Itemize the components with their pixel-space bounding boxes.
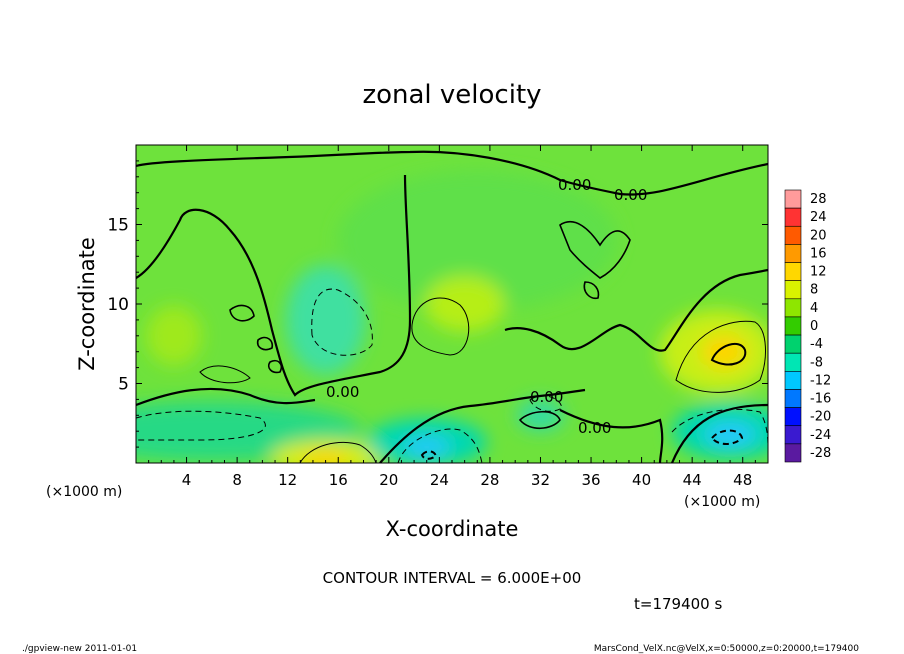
colorbar-swatch xyxy=(784,425,802,445)
x-tick-label: 8 xyxy=(232,471,242,489)
contour-interval-label: CONTOUR INTERVAL = 6.000E+00 xyxy=(323,569,582,587)
x-tick-label: 32 xyxy=(531,471,550,489)
x-unit-left: (×1000 m) xyxy=(46,484,122,500)
x-unit-right: (×1000 m) xyxy=(684,494,760,510)
positive-contour xyxy=(199,365,251,384)
negative-contour xyxy=(529,395,563,412)
y-tick-label: 5 xyxy=(118,375,129,395)
colorbar-swatch xyxy=(784,244,802,263)
y-axis-label: Z-coordinate xyxy=(75,237,99,371)
colorbar: 28 24 20 16 12 8 4 0 -4 -8 -12 -16 -20 -24 -28 xyxy=(784,189,831,463)
contour-value-label: 0.00 xyxy=(578,419,611,437)
zero-contour xyxy=(136,150,768,196)
zero-contour xyxy=(256,336,274,351)
colorbar-swatch xyxy=(784,352,802,372)
colorbar-label: 20 xyxy=(810,228,827,243)
field-min xyxy=(704,422,757,447)
x-axis: 4 8 12 16 20 24 28 32 36 40 44 48 xyxy=(148,145,756,489)
contour-value-label: 0.00 xyxy=(530,388,563,406)
colorbar-swatch xyxy=(784,443,802,463)
plot-area xyxy=(135,144,769,464)
x-tick-label: 36 xyxy=(581,471,600,489)
field-high xyxy=(145,305,202,366)
colorbar-label: -16 xyxy=(810,392,831,407)
x-tick-label: 16 xyxy=(329,471,348,489)
y-tick-label: 15 xyxy=(107,216,129,236)
contour-value-label: 0.00 xyxy=(558,176,591,194)
field-low xyxy=(285,264,366,375)
negative-contour xyxy=(397,428,483,463)
y-axis: 5 10 15 xyxy=(107,160,768,448)
colorbar-label: -20 xyxy=(810,410,831,425)
x-tick-label: 48 xyxy=(733,471,752,489)
zero-contour xyxy=(136,174,412,397)
contour-lines xyxy=(136,150,768,463)
x-tick-label: 12 xyxy=(278,471,297,489)
colorbar-swatch xyxy=(784,207,802,227)
field-min xyxy=(402,437,451,458)
contour-labels: 0.00 0.00 0.00 0.00 0.00 xyxy=(326,176,647,437)
colorbar-swatch xyxy=(784,316,802,336)
x-tick-label: 40 xyxy=(632,471,651,489)
max-contour xyxy=(710,342,747,366)
colorbar-label: -12 xyxy=(810,373,831,388)
zero-contour xyxy=(518,410,561,430)
colorbar-swatch xyxy=(784,389,802,408)
positive-contour xyxy=(675,320,766,393)
field-high xyxy=(270,440,381,463)
colorbar-swatch xyxy=(784,225,802,245)
colorbar-swatch xyxy=(784,371,802,390)
y-tick-label: 10 xyxy=(107,295,129,315)
zero-contour xyxy=(559,409,664,463)
zero-contour xyxy=(583,281,600,300)
x-tick-label: 4 xyxy=(182,471,192,489)
min-contour xyxy=(420,450,438,460)
colorbar-label: 24 xyxy=(810,210,827,225)
color-field xyxy=(136,170,768,463)
zero-contour xyxy=(559,221,631,279)
footer-left: ./gpview-new 2011-01-01 xyxy=(22,644,137,654)
colorbar-swatch xyxy=(784,407,802,427)
colorbar-label: -28 xyxy=(810,446,831,461)
colorbar-label: 16 xyxy=(810,246,827,261)
min-contour xyxy=(710,429,744,445)
colorbar-swatch xyxy=(784,280,802,300)
colorbar-swatch xyxy=(784,262,802,281)
colorbar-label: 4 xyxy=(810,301,818,316)
zero-contour xyxy=(267,359,283,374)
zero-contour xyxy=(136,387,316,407)
contour-value-label: 0.00 xyxy=(326,383,359,401)
zero-contour xyxy=(670,403,768,463)
negative-contour xyxy=(136,410,266,441)
colorbar-label: -8 xyxy=(810,355,823,370)
time-label: t=179400 s xyxy=(634,595,722,613)
chart-title: zonal velocity xyxy=(362,80,541,110)
x-tick-label: 20 xyxy=(379,471,398,489)
colorbar-label: 0 xyxy=(810,319,818,334)
field-max xyxy=(303,451,348,463)
positive-contour xyxy=(299,441,377,463)
colorbar-swatch xyxy=(784,298,802,318)
colorbar-swatch xyxy=(784,189,802,209)
colorbar-label: -4 xyxy=(810,337,823,352)
footer-right: MarsCond_VelX.nc@VelX,x=0:50000,z=0:2000… xyxy=(594,644,859,654)
field-high xyxy=(424,276,505,332)
x-tick-label: 44 xyxy=(683,471,702,489)
colorbar-label: -24 xyxy=(810,428,831,443)
positive-contour xyxy=(411,297,470,356)
colorbar-label: 8 xyxy=(810,283,818,298)
x-tick-label: 24 xyxy=(430,471,449,489)
x-tick-label: 28 xyxy=(480,471,499,489)
zero-contour xyxy=(504,268,768,352)
field-region xyxy=(337,170,618,311)
contour-value-label: 0.00 xyxy=(614,186,647,204)
x-axis-label: X-coordinate xyxy=(386,517,519,541)
field-low xyxy=(516,399,565,432)
negative-contour xyxy=(311,288,373,356)
zero-contour xyxy=(379,388,586,463)
zero-contour xyxy=(229,304,255,322)
colorbar-label: 12 xyxy=(810,265,827,280)
colorbar-label: 28 xyxy=(810,192,827,207)
colorbar-swatch xyxy=(784,334,802,354)
